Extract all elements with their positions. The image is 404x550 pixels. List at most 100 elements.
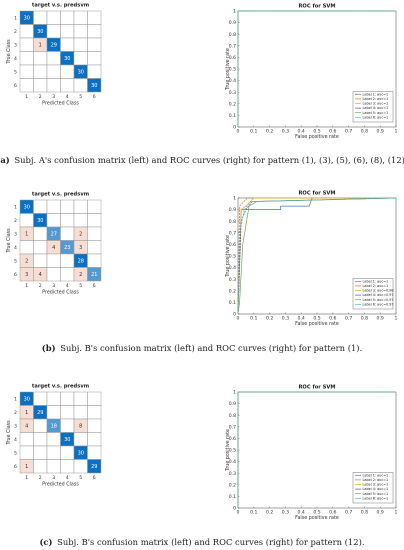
y-tick-label: 0.5	[229, 67, 236, 73]
y-tick-label: 0.4	[229, 78, 236, 84]
matrix-cell	[19, 51, 34, 66]
y-axis-label: True Class	[6, 228, 12, 254]
matrix-cell	[19, 24, 34, 39]
y-tick-label: 5	[14, 69, 17, 75]
x-axis-label: False positive rate	[295, 515, 339, 521]
matrix-cell	[46, 267, 61, 282]
y-tick-label: 0.5	[229, 448, 236, 454]
y-tick-label: 0.4	[229, 265, 236, 271]
roc-chart-5: ROC for SVM 0 0.1 0.2 0.3 0.4 0.5 0.6 0.7 0.8 0.9 1…	[225, 385, 398, 522]
y-tick-label: 1	[14, 396, 17, 402]
matrix-cell	[73, 459, 88, 474]
cell-value: 30	[78, 69, 84, 75]
matrix-cell	[73, 391, 88, 406]
x-tick-label: 6	[93, 283, 96, 289]
y-tick-label: 1	[233, 9, 236, 15]
x-axis-label: False positive rate	[295, 321, 339, 327]
x-tick-label: 1	[395, 316, 398, 322]
chart-title: target v.s. predsvm	[32, 3, 89, 9]
cell-value: 30	[24, 396, 30, 402]
svg-text:(c) Subj. B's confusion: (c) Subj. B's confusion matrix (left) an…	[39, 537, 364, 547]
y-tick-label: 0.3	[229, 471, 236, 477]
chart-title: target v.s. predsvm	[32, 192, 89, 198]
matrix-cell	[60, 199, 75, 214]
matrix-cell	[87, 445, 102, 460]
y-tick-label: 0.6	[229, 436, 236, 442]
y-tick-label: 1	[233, 196, 236, 202]
cell-value: 1	[39, 42, 42, 48]
y-tick-label: 0.8	[229, 219, 236, 225]
caption-tag: (a)	[0, 155, 10, 165]
matrix-cell	[87, 78, 102, 93]
x-tick-label: 0.6	[329, 129, 336, 135]
matrix-cell	[73, 51, 88, 66]
y-tick-label: 0.9	[229, 207, 236, 213]
cell-value: 3	[25, 272, 28, 278]
x-tick-label: 0.9	[377, 129, 384, 135]
matrix-cell	[46, 199, 61, 214]
matrix-cell	[46, 253, 61, 268]
cell-value: 2	[79, 272, 82, 278]
matrix-cell	[33, 64, 48, 79]
x-tick-label: 0.5	[313, 510, 320, 516]
x-tick-label: 0.3	[282, 129, 289, 135]
cell-value: 29	[91, 464, 97, 470]
legend-entry: Label 5: auc=1	[363, 492, 389, 496]
x-tick-label: 0.7	[345, 316, 352, 322]
x-tick-label: 3	[52, 475, 55, 481]
y-tick-label: 0.3	[229, 277, 236, 283]
x-tick-label: 0.1	[250, 129, 257, 135]
y-tick-label: 0.1	[229, 113, 236, 119]
cell-value: 30	[37, 218, 43, 224]
x-tick-label: 0.2	[266, 129, 273, 135]
matrix-cell	[73, 10, 88, 25]
x-tick-label: 0.8	[361, 510, 368, 516]
cell-value: 29	[51, 42, 57, 48]
cell-value: 23	[64, 245, 70, 251]
x-tick-label: 0.3	[282, 316, 289, 322]
legend-entry: Label 1: auc=1	[363, 279, 389, 283]
y-tick-label: 2	[14, 410, 17, 416]
matrix-cell	[33, 253, 48, 268]
legend-entry: Label 4: auc=0.97	[363, 293, 394, 297]
matrix-cell	[87, 51, 102, 66]
matrix-cell	[60, 78, 75, 93]
y-tick-label: 5	[14, 258, 17, 264]
cell-value: 8	[79, 423, 82, 429]
matrix-cell	[46, 445, 61, 460]
roc-chart-3: ROC for SVM 0 0.1 0.2 0.3 0.4 0.5 0.6 0.7 0.8 0.9 1…	[225, 191, 398, 328]
y-tick-label: 2	[14, 218, 17, 224]
matrix-cell	[33, 226, 48, 241]
legend-entry: Label 3: auc=0.98	[363, 289, 394, 293]
matrix-cell	[46, 391, 61, 406]
y-tick-label: 6	[14, 83, 17, 89]
matrix-cell	[73, 405, 88, 420]
matrix-cell	[46, 64, 61, 79]
cell-value: 1	[25, 464, 28, 470]
y-tick-label: 0.3	[229, 90, 236, 96]
cell-value: 4	[39, 272, 42, 278]
legend-entry: Label 4: auc=1	[363, 487, 389, 491]
x-tick-label: 0.6	[329, 316, 336, 322]
svg-text:(a) Subj. A's confusion: (a) Subj. A's confusion matrix (left) an…	[0, 155, 404, 165]
x-tick-label: 0.8	[361, 129, 368, 135]
matrix-cell	[19, 240, 34, 255]
matrix-cell	[46, 459, 61, 474]
matrix-cell	[19, 213, 34, 228]
x-tick-label: 2	[39, 283, 42, 289]
y-tick-label: 0	[233, 312, 236, 318]
y-tick-label: 0.5	[229, 254, 236, 260]
x-tick-label: 4	[66, 283, 69, 289]
matrix-cell	[87, 267, 102, 282]
y-tick-label: 0	[233, 506, 236, 512]
x-tick-label: 5	[79, 283, 82, 289]
x-axis-label: Predicted Class	[42, 101, 79, 107]
legend-entry: Label 4: auc=1	[363, 106, 389, 110]
y-tick-label: 4	[14, 56, 17, 62]
caption-a: (a) Subj. A's confusion matrix (left) an…	[0, 155, 404, 165]
y-tick-label: 0.6	[229, 55, 236, 61]
matrix-cell	[60, 459, 75, 474]
